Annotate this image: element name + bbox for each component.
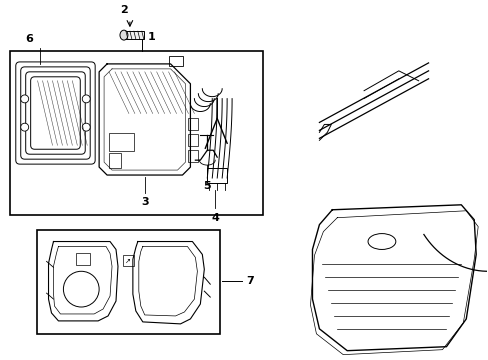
Text: 6: 6 bbox=[26, 34, 34, 44]
Circle shape bbox=[82, 95, 90, 103]
Bar bbox=[123, 31, 143, 39]
Bar bbox=[76, 253, 90, 265]
Circle shape bbox=[63, 271, 99, 307]
Bar bbox=[122, 255, 134, 266]
FancyBboxPatch shape bbox=[20, 67, 90, 159]
Text: 7: 7 bbox=[245, 276, 253, 286]
FancyBboxPatch shape bbox=[26, 72, 85, 154]
Text: 4: 4 bbox=[211, 213, 219, 223]
Text: 1: 1 bbox=[147, 32, 155, 42]
Bar bbox=[168, 56, 183, 66]
FancyBboxPatch shape bbox=[16, 62, 95, 164]
Bar bbox=[188, 134, 198, 146]
Bar bbox=[10, 51, 263, 215]
Text: 5: 5 bbox=[203, 181, 211, 191]
Ellipse shape bbox=[367, 234, 395, 249]
Circle shape bbox=[82, 123, 90, 131]
Bar bbox=[37, 230, 220, 334]
Circle shape bbox=[20, 95, 29, 103]
Ellipse shape bbox=[120, 30, 128, 40]
Text: ↗: ↗ bbox=[125, 258, 131, 264]
Bar bbox=[109, 153, 121, 168]
Text: 2: 2 bbox=[120, 5, 127, 15]
Bar bbox=[188, 118, 198, 130]
Circle shape bbox=[20, 123, 29, 131]
Text: 3: 3 bbox=[141, 197, 148, 207]
Bar bbox=[109, 133, 134, 151]
Bar bbox=[188, 150, 198, 162]
FancyBboxPatch shape bbox=[31, 77, 80, 149]
Bar bbox=[207, 168, 226, 183]
